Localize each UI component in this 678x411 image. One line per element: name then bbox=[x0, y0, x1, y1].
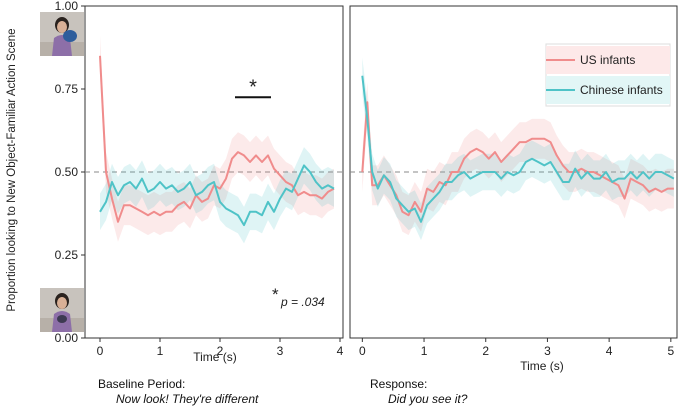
x-tick-label: 5 bbox=[667, 344, 674, 358]
baseline-panel: 0 1 2 3 4 bbox=[84, 5, 344, 358]
y-tick-label: 0.50 bbox=[55, 165, 79, 179]
significance-annotation: * bbox=[235, 76, 271, 99]
x-axis-title-baseline: Time (s) bbox=[193, 350, 237, 364]
caption-baseline: Baseline Period: Now look! They're diffe… bbox=[98, 377, 258, 407]
p-value-note: * p = .034 bbox=[272, 285, 325, 309]
confidence-band-cn bbox=[362, 57, 674, 241]
series-line-cn bbox=[99, 164, 335, 227]
x-tick-label: 4 bbox=[606, 344, 613, 358]
caption-response-quote: Did you see it? bbox=[388, 392, 468, 406]
child-photo-icon bbox=[40, 12, 84, 56]
x-tick-label: 2 bbox=[217, 344, 224, 358]
child-photo-icon bbox=[40, 288, 84, 332]
series-line-us bbox=[99, 55, 335, 223]
series-line-cn bbox=[361, 75, 675, 223]
figure: Proportion looking to New Object-Familia… bbox=[6, 0, 678, 373]
y-tick-label: 1.00 bbox=[55, 0, 79, 13]
x-tick-label: 3 bbox=[277, 344, 284, 358]
y-tick-label: 0.00 bbox=[55, 331, 79, 345]
x-tick-label: 2 bbox=[482, 344, 489, 358]
caption-baseline-quote: Now look! They're different bbox=[116, 392, 259, 406]
caption-response-title: Response: bbox=[370, 377, 428, 391]
legend-label-us: US infants bbox=[580, 53, 635, 67]
caption-baseline-title: Baseline Period: bbox=[98, 377, 186, 391]
x-tick-label: 1 bbox=[421, 344, 428, 358]
legend: US infants Chinese infants bbox=[545, 43, 671, 107]
significance-star: * bbox=[249, 76, 257, 98]
x-axis-title-response: Time (s) bbox=[520, 359, 564, 373]
x-tick-label: 3 bbox=[544, 344, 551, 358]
series-line-us bbox=[361, 101, 674, 217]
p-value-star: * bbox=[272, 285, 279, 304]
stimulus-photo-top bbox=[40, 12, 84, 56]
x-tick-label: 4 bbox=[337, 344, 344, 358]
y-tick-label: 0.25 bbox=[55, 248, 79, 262]
legend-label-cn: Chinese infants bbox=[580, 83, 663, 97]
confidence-band-us bbox=[362, 82, 674, 236]
stimulus-photo-bottom bbox=[40, 288, 84, 332]
y-tick-label: 0.75 bbox=[55, 82, 79, 96]
p-value-label: p = .034 bbox=[280, 295, 325, 309]
x-tick-label: 0 bbox=[359, 344, 366, 358]
y-axis: 0.00 0.25 0.50 0.75 1.00 bbox=[55, 0, 85, 345]
x-tick-label: 0 bbox=[97, 344, 104, 358]
caption-response: Response: Did you see it? bbox=[370, 377, 467, 407]
y-axis-title: Proportion looking to New Object-Familia… bbox=[6, 28, 18, 311]
x-tick-label: 1 bbox=[157, 344, 164, 358]
response-panel: 0 1 2 3 4 5 bbox=[349, 5, 678, 358]
confidence-band-us bbox=[100, 35, 334, 242]
